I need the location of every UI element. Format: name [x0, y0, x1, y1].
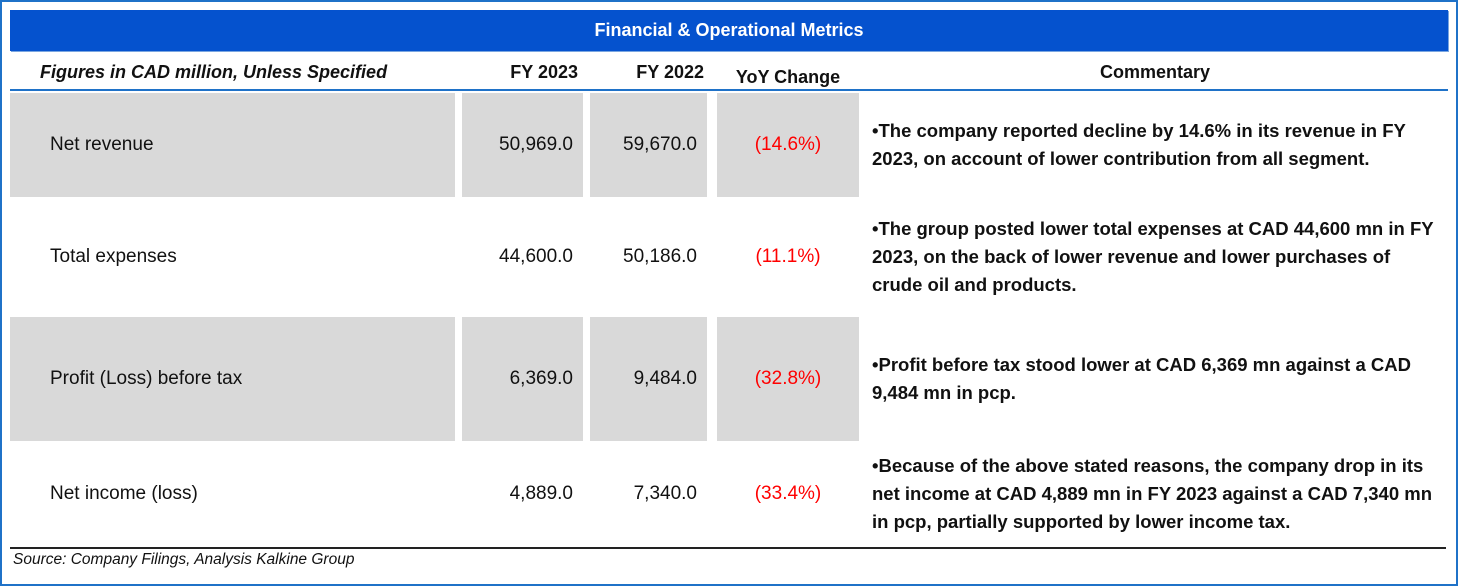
fy2023-value: 44,600.0	[499, 246, 573, 267]
yoy-change-value: (14.6%)	[717, 93, 859, 197]
fy2022-value: 59,670.0	[590, 93, 707, 197]
commentary-text: •Because of the above stated reasons, th…	[872, 455, 1432, 532]
fy2023-value: 4,889.0	[509, 483, 573, 504]
metric-label: Total expenses	[50, 246, 177, 267]
metric-label: Net revenue	[10, 93, 455, 197]
metric-label: Profit (Loss) before tax	[10, 317, 455, 441]
table-title: Financial & Operational Metrics	[10, 10, 1448, 51]
header-fy2023: FY 2023	[510, 61, 578, 82]
fy2022-value: 50,186.0	[623, 246, 697, 267]
source-note: Source: Company Filings, Analysis Kalkin…	[13, 551, 355, 568]
header-units-label: Figures in CAD million, Unless Specified	[40, 61, 388, 82]
footer-divider	[10, 547, 1446, 549]
header-fy2022: FY 2022	[636, 61, 704, 82]
yoy-change-value: (11.1%)	[755, 246, 821, 267]
header-divider	[10, 89, 1448, 91]
yoy-change-value: (32.8%)	[717, 317, 859, 441]
fy2022-value: 7,340.0	[633, 483, 697, 504]
commentary-text: •Profit before tax stood lower at CAD 6,…	[872, 354, 1411, 403]
yoy-change-value: (33.4%)	[754, 483, 822, 504]
header-yoy-change: YoY Change	[735, 66, 841, 87]
commentary-text: •The company reported decline by 14.6% i…	[872, 120, 1406, 169]
header-commentary: Commentary	[1099, 61, 1211, 82]
commentary-text: •The group posted lower total expenses a…	[872, 218, 1434, 295]
fy2023-value: 6,369.0	[462, 317, 583, 441]
fy2023-value: 50,969.0	[462, 93, 583, 197]
metric-label: Net income (loss)	[50, 483, 198, 504]
fy2022-value: 9,484.0	[590, 317, 707, 441]
